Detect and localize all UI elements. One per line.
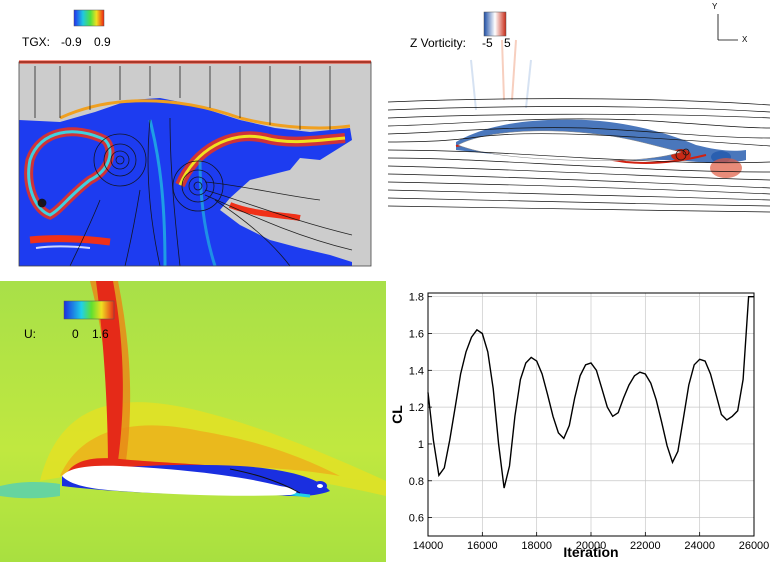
velocity-label: U: [24,327,36,341]
x-tick-label: 16000 [467,540,498,552]
velocity-colorbar-min: 0 [72,327,79,341]
cl-chart-panel: 0.6 0.8 1 1.2 1.4 1.6 1.8 14000 16000 18000 20000 2… [386,281,772,562]
y-tick-label: 1.6 [409,329,424,341]
y-tick-label: 0.6 [409,513,424,525]
tgx-streamlines [34,66,353,267]
x-tick-label: 24000 [684,540,715,552]
x-tick-label: 26000 [739,540,770,552]
axis-triad-icon [717,14,738,41]
x-axis-label: Iteration [563,544,618,560]
x-tick-label: 14000 [413,540,444,552]
tgx-colorbar-max: 0.9 [94,35,111,49]
y-tick-label: 1.4 [409,365,424,377]
vorticity-colorbar-min: -5 [482,36,493,50]
x-tick-label: 18000 [521,540,552,552]
airfoil-u [62,465,297,496]
cl-series-line [427,296,754,489]
velocity-panel: U: 0 1.6 [0,281,386,562]
vorticity-plot [387,11,771,213]
velocity-plot [0,281,386,562]
tgx-colorbar [73,9,105,27]
velocity-colorbar-max: 1.6 [92,327,109,341]
airfoil [457,130,682,161]
tgx-colorbar-min: -0.9 [61,35,82,49]
vorticity-streamlines [387,98,771,213]
tgx-label: TGX: [22,35,51,49]
axis-x-label: X [742,35,748,44]
y-tick-label: 1 [418,439,424,451]
cl-chart: 0.6 0.8 1 1.2 1.4 1.6 1.8 14000 16000 18000 20000 2… [389,292,770,560]
tgx-plot [18,9,372,267]
x-tick-label: 20000 [576,540,607,552]
vorticity-colorbar-max: 5 [504,36,511,50]
axis-y-label: Y [712,2,718,11]
y-tick-label: 1.8 [409,292,424,304]
vorticity-label: Z Vorticity: [410,36,467,50]
y-axis-label: CL [389,405,405,424]
vorticity-panel: Z Vorticity: -5 5 Y X [386,0,772,281]
vorticity-colorbar [483,11,507,37]
y-tick-label: 1.2 [409,402,424,414]
tgx-panel: TGX: -0.9 0.9 [0,0,386,281]
x-tick-label: 22000 [630,540,661,552]
y-tick-label: 0.8 [409,476,424,488]
plot-frame [427,292,755,537]
velocity-colorbar [63,300,115,320]
